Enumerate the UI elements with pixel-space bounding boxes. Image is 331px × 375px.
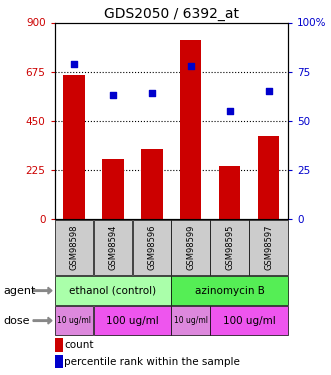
FancyBboxPatch shape bbox=[94, 306, 171, 335]
Text: percentile rank within the sample: percentile rank within the sample bbox=[65, 357, 240, 367]
Text: 10 ug/ml: 10 ug/ml bbox=[174, 316, 208, 325]
Text: agent: agent bbox=[3, 286, 36, 296]
FancyBboxPatch shape bbox=[171, 220, 210, 275]
Title: GDS2050 / 6392_at: GDS2050 / 6392_at bbox=[104, 8, 239, 21]
Point bbox=[149, 90, 155, 96]
Text: GSM98599: GSM98599 bbox=[186, 225, 195, 270]
FancyBboxPatch shape bbox=[55, 220, 93, 275]
Bar bbox=[219, 166, 240, 219]
Bar bbox=[102, 159, 124, 219]
Text: GSM98598: GSM98598 bbox=[70, 225, 78, 270]
Point bbox=[71, 61, 77, 67]
Text: 100 ug/ml: 100 ug/ml bbox=[106, 316, 159, 326]
Point bbox=[188, 63, 193, 69]
Text: azinomycin B: azinomycin B bbox=[195, 286, 264, 296]
Bar bbox=[258, 136, 279, 219]
Bar bbox=[141, 149, 163, 219]
Text: dose: dose bbox=[3, 316, 30, 326]
FancyBboxPatch shape bbox=[55, 276, 171, 305]
Bar bbox=[55, 355, 63, 368]
Bar bbox=[63, 75, 85, 219]
FancyBboxPatch shape bbox=[249, 220, 288, 275]
Text: GSM98597: GSM98597 bbox=[264, 225, 273, 270]
FancyBboxPatch shape bbox=[55, 306, 93, 335]
FancyBboxPatch shape bbox=[211, 220, 249, 275]
Bar bbox=[55, 338, 63, 352]
Text: 100 ug/ml: 100 ug/ml bbox=[223, 316, 275, 326]
FancyBboxPatch shape bbox=[171, 276, 288, 305]
Text: GSM98595: GSM98595 bbox=[225, 225, 234, 270]
FancyBboxPatch shape bbox=[133, 220, 171, 275]
FancyBboxPatch shape bbox=[211, 306, 288, 335]
Text: count: count bbox=[65, 340, 94, 350]
Point bbox=[110, 92, 116, 98]
Text: GSM98596: GSM98596 bbox=[147, 225, 156, 270]
Text: ethanol (control): ethanol (control) bbox=[70, 286, 157, 296]
Bar bbox=[180, 40, 202, 219]
Text: 10 ug/ml: 10 ug/ml bbox=[57, 316, 91, 325]
Text: GSM98594: GSM98594 bbox=[109, 225, 118, 270]
Point bbox=[227, 108, 232, 114]
FancyBboxPatch shape bbox=[171, 306, 210, 335]
Point bbox=[266, 88, 271, 94]
FancyBboxPatch shape bbox=[94, 220, 132, 275]
